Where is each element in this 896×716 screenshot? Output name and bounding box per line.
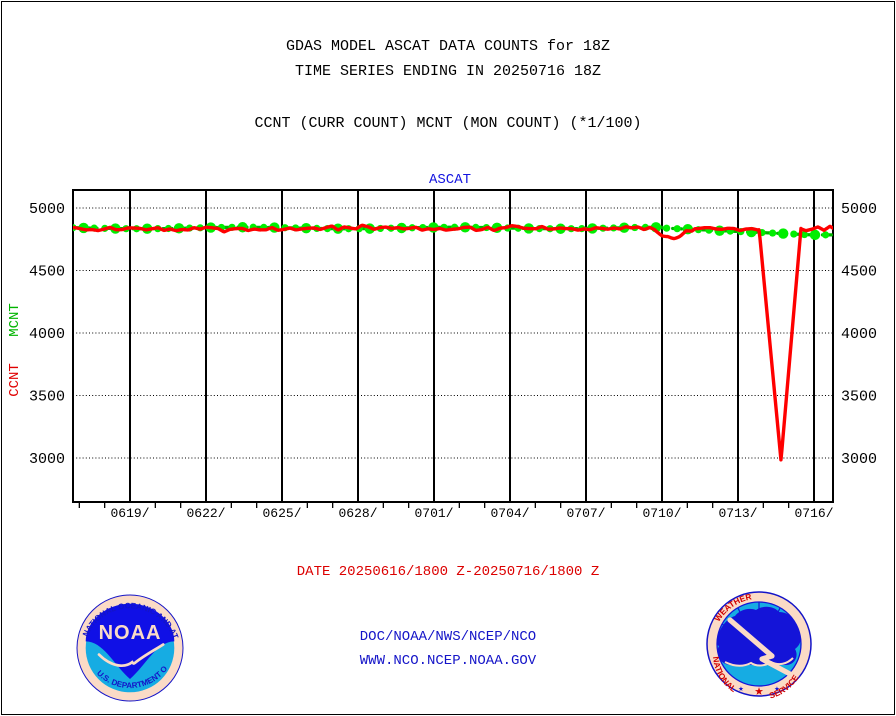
svg-text:0707/: 0707/ — [566, 506, 605, 521]
svg-text:4000: 4000 — [29, 326, 65, 343]
svg-text:0701/: 0701/ — [414, 506, 453, 521]
svg-text:★: ★ — [738, 684, 744, 694]
svg-text:4500: 4500 — [841, 264, 877, 281]
svg-text:0710/: 0710/ — [642, 506, 681, 521]
svg-text:3500: 3500 — [841, 389, 877, 406]
svg-text:0713/: 0713/ — [718, 506, 757, 521]
svg-text:0622/: 0622/ — [186, 506, 225, 521]
svg-text:★: ★ — [754, 683, 763, 700]
svg-text:0704/: 0704/ — [490, 506, 529, 521]
svg-text:5000: 5000 — [29, 201, 65, 218]
svg-text:4500: 4500 — [29, 264, 65, 281]
svg-text:0625/: 0625/ — [262, 506, 301, 521]
svg-text:3500: 3500 — [29, 389, 65, 406]
svg-text:NOAA: NOAA — [99, 622, 162, 644]
svg-text:CCNT: CCNT — [7, 363, 23, 397]
svg-text:MCNT: MCNT — [7, 303, 23, 337]
svg-text:4000: 4000 — [841, 326, 877, 343]
svg-text:0619/: 0619/ — [110, 506, 149, 521]
svg-text:3000: 3000 — [29, 451, 65, 468]
svg-text:0628/: 0628/ — [338, 506, 377, 521]
svg-text:ASCAT: ASCAT — [429, 172, 471, 188]
svg-text:0716/: 0716/ — [794, 506, 833, 521]
svg-text:3000: 3000 — [841, 451, 877, 468]
svg-text:5000: 5000 — [841, 201, 877, 218]
